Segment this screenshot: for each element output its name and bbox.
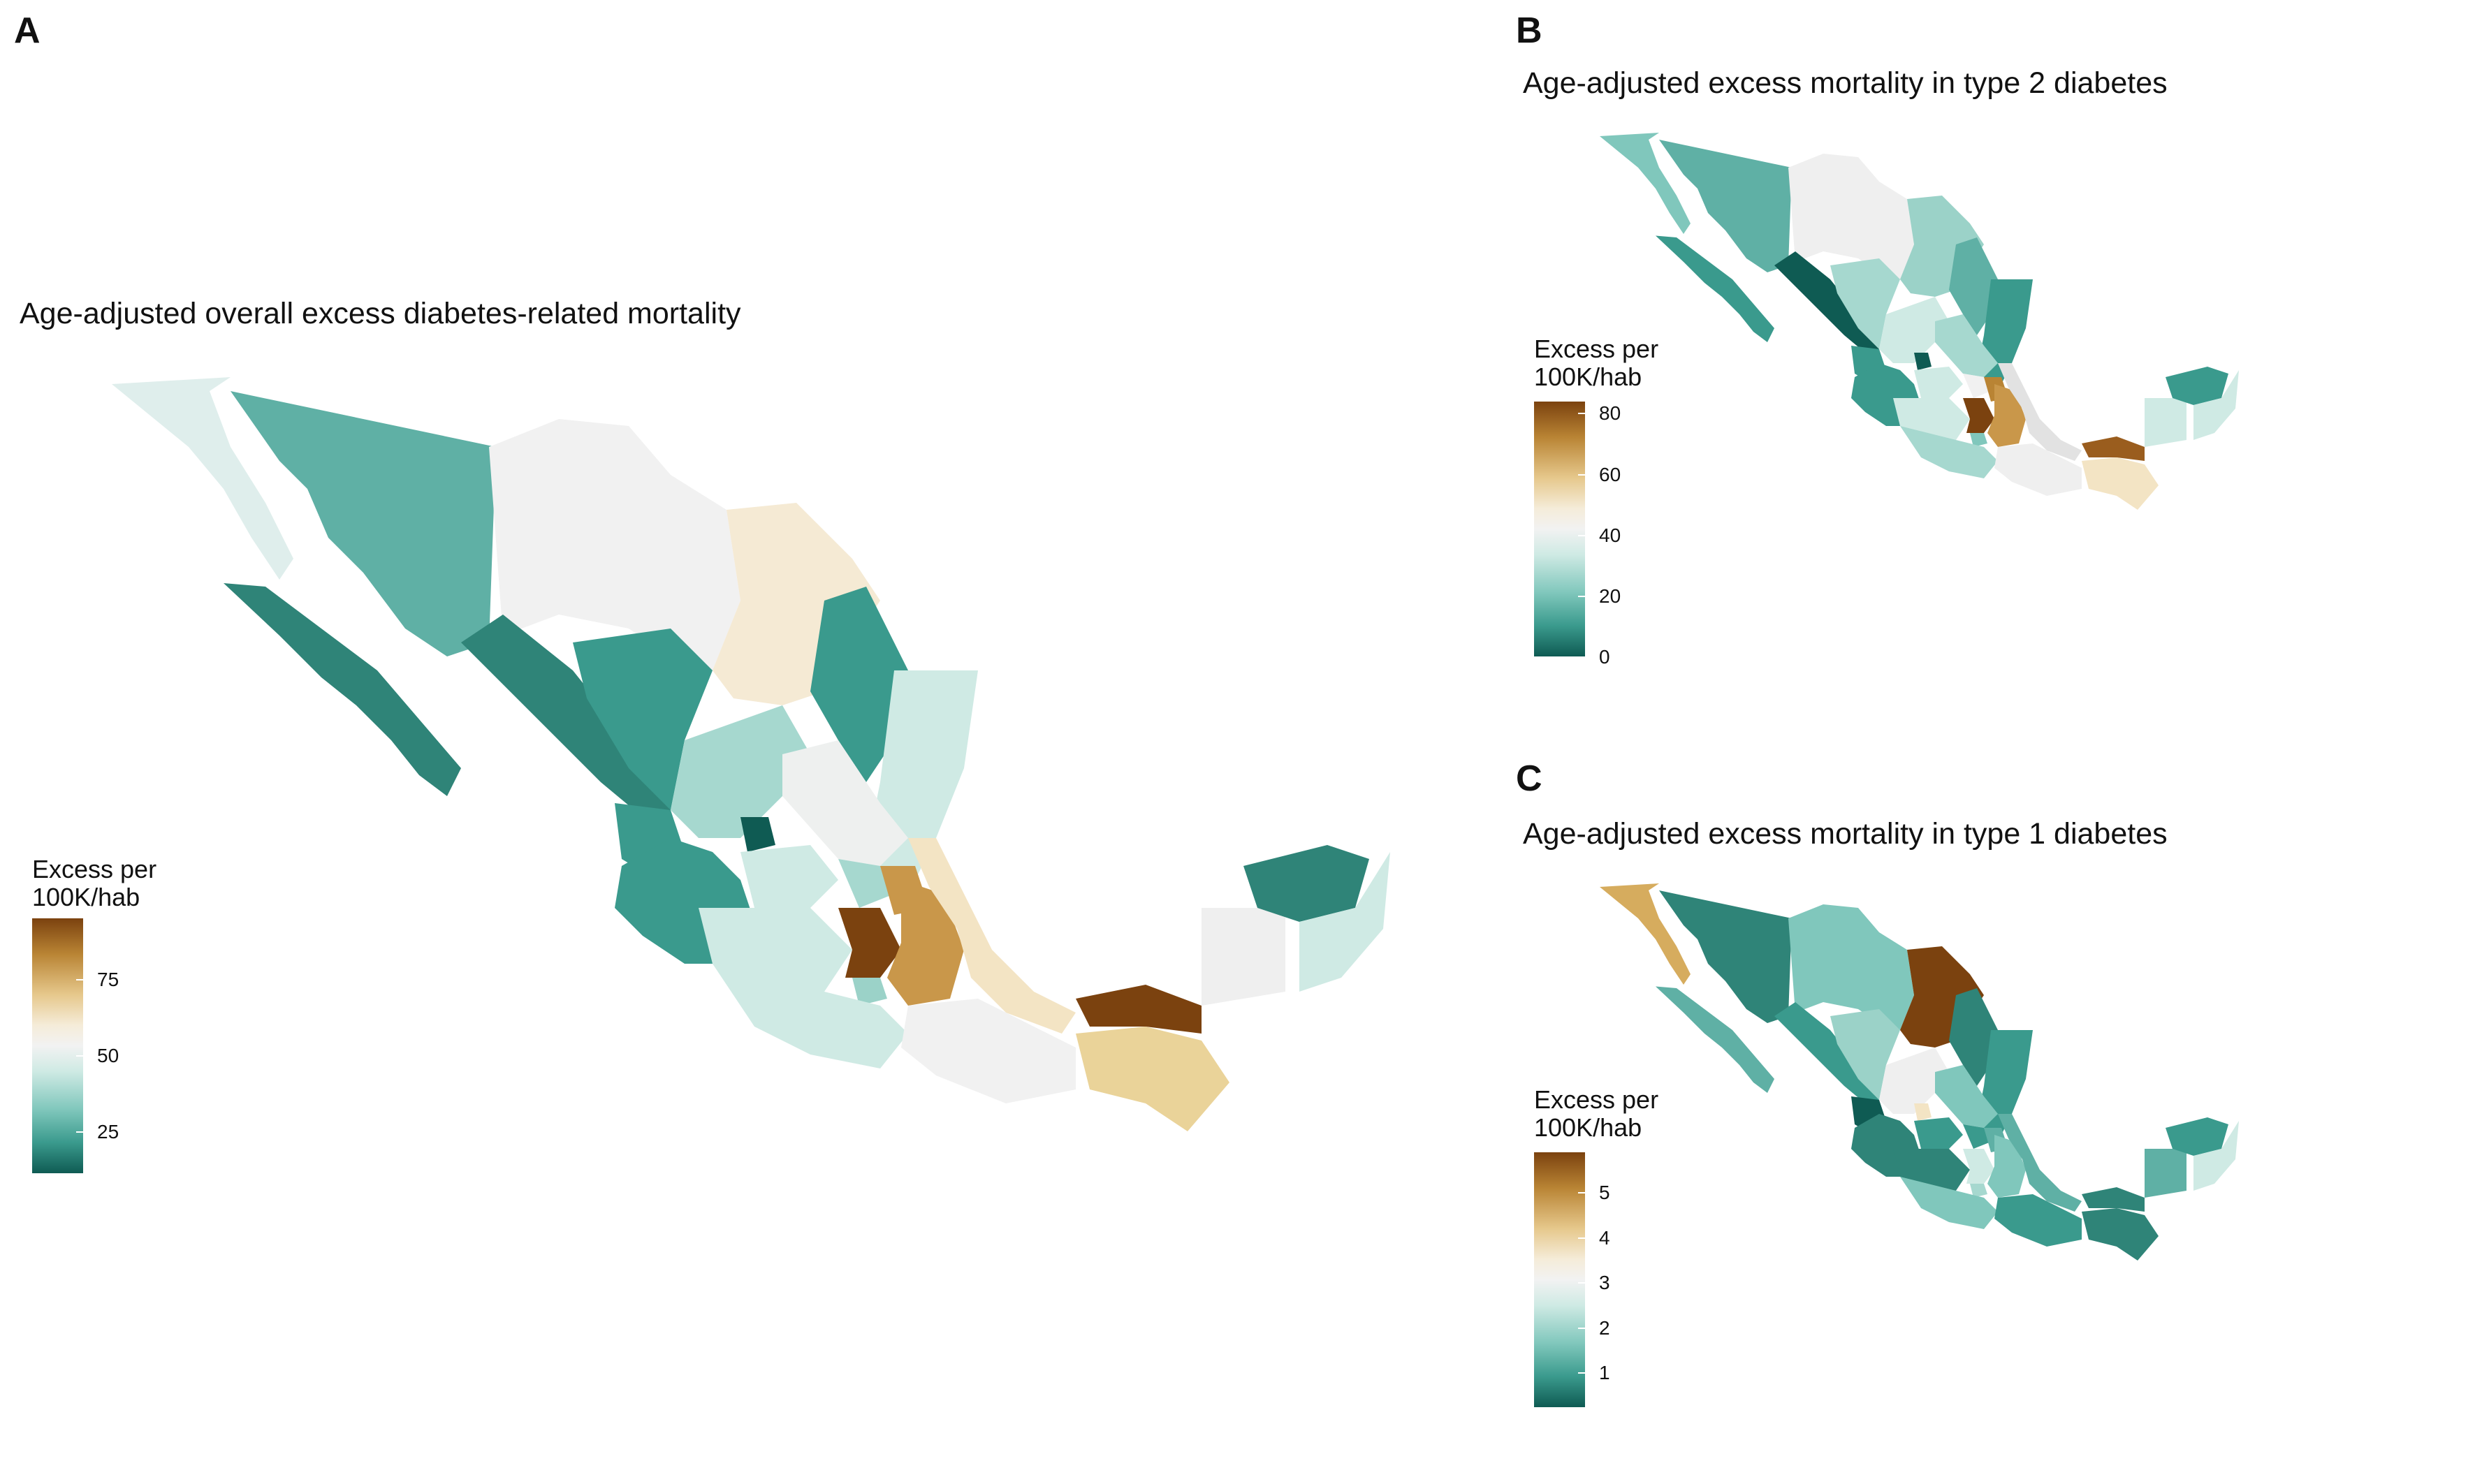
panel-c-letter: C <box>1516 758 1542 799</box>
panel-a-legend-tick-75: 75 <box>97 969 119 990</box>
panel-b-legend-colorbar <box>1534 402 1585 656</box>
panel-a-legend-tick-50: 50 <box>97 1045 119 1066</box>
panel-b-map <box>1600 133 2239 510</box>
state-aguascalientes <box>1914 353 1932 370</box>
state-chihuahua <box>1788 904 1914 1030</box>
state-michoacan <box>1893 1149 1970 1191</box>
state-tabasco <box>2082 1187 2145 1212</box>
panel-b-legend-title: Excess per 100K/hab <box>1534 335 1658 391</box>
panel-c-legend-tick-2: 2 <box>1599 1317 1610 1339</box>
panel-b-legend-tick-20: 20 <box>1599 585 1621 607</box>
panel-a-legend-title-line2: 100K/hab <box>32 883 140 911</box>
state-michoacan <box>699 908 852 992</box>
state-chiapas <box>2082 457 2159 510</box>
state-michoacan <box>1893 398 1970 440</box>
panel-b-letter: B <box>1516 10 1542 51</box>
panel-c-legend-title-line2: 100K/hab <box>1534 1113 1642 1142</box>
panel-b-legend-tick-0: 0 <box>1599 646 1610 668</box>
panel-c-legend-tick-4: 4 <box>1599 1227 1610 1249</box>
state-chihuahua <box>489 419 740 670</box>
panel-a-legend-colorbar <box>32 918 83 1173</box>
panel-b-legend-tick-80: 80 <box>1599 402 1621 424</box>
state-campeche <box>2145 1149 2186 1198</box>
panel-b-legend-tick-60: 60 <box>1599 464 1621 485</box>
panel-a-title: Age-adjusted overall excess diabetes-rel… <box>20 297 741 330</box>
panel-c-map <box>1600 883 2239 1261</box>
panel-a-map <box>112 377 1390 1131</box>
panel-c-legend-title: Excess per 100K/hab <box>1534 1086 1658 1142</box>
panel-c-legend-tick-3: 3 <box>1599 1272 1610 1293</box>
state-chihuahua <box>1788 154 1914 279</box>
state-tabasco <box>2082 436 2145 461</box>
panel-c-legend-colorbar <box>1534 1152 1585 1407</box>
panel-c-title: Age-adjusted excess mortality in type 1 … <box>1523 817 2168 851</box>
state-chiapas <box>1076 1027 1229 1131</box>
panel-b-legend-title-line1: Excess per <box>1534 335 1659 363</box>
panel-a-letter: A <box>14 10 41 51</box>
state-guanajuato <box>1914 1117 1963 1149</box>
state-aguascalientes <box>1914 1103 1932 1121</box>
panel-b-legend-title-line2: 100K/hab <box>1534 362 1642 391</box>
state-tabasco <box>1076 985 1202 1034</box>
panel-a-legend-title-line1: Excess per <box>32 855 157 883</box>
panel-c-legend-tick-5: 5 <box>1599 1182 1610 1203</box>
state-campeche <box>1202 908 1285 1006</box>
panel-c-legend-title-line1: Excess per <box>1534 1085 1659 1114</box>
state-chiapas <box>2082 1208 2159 1261</box>
panel-a-legend-tick-25: 25 <box>97 1121 119 1143</box>
panel-c-legend-tick-1: 1 <box>1599 1362 1610 1383</box>
state-guanajuato <box>740 845 838 908</box>
panel-b-legend-tick-40: 40 <box>1599 524 1621 546</box>
state-aguascalientes <box>740 817 775 852</box>
state-guanajuato <box>1914 367 1963 398</box>
panel-a-legend-title: Excess per 100K/hab <box>32 855 156 911</box>
state-campeche <box>2145 398 2186 447</box>
panel-b-title: Age-adjusted excess mortality in type 2 … <box>1523 66 2168 100</box>
